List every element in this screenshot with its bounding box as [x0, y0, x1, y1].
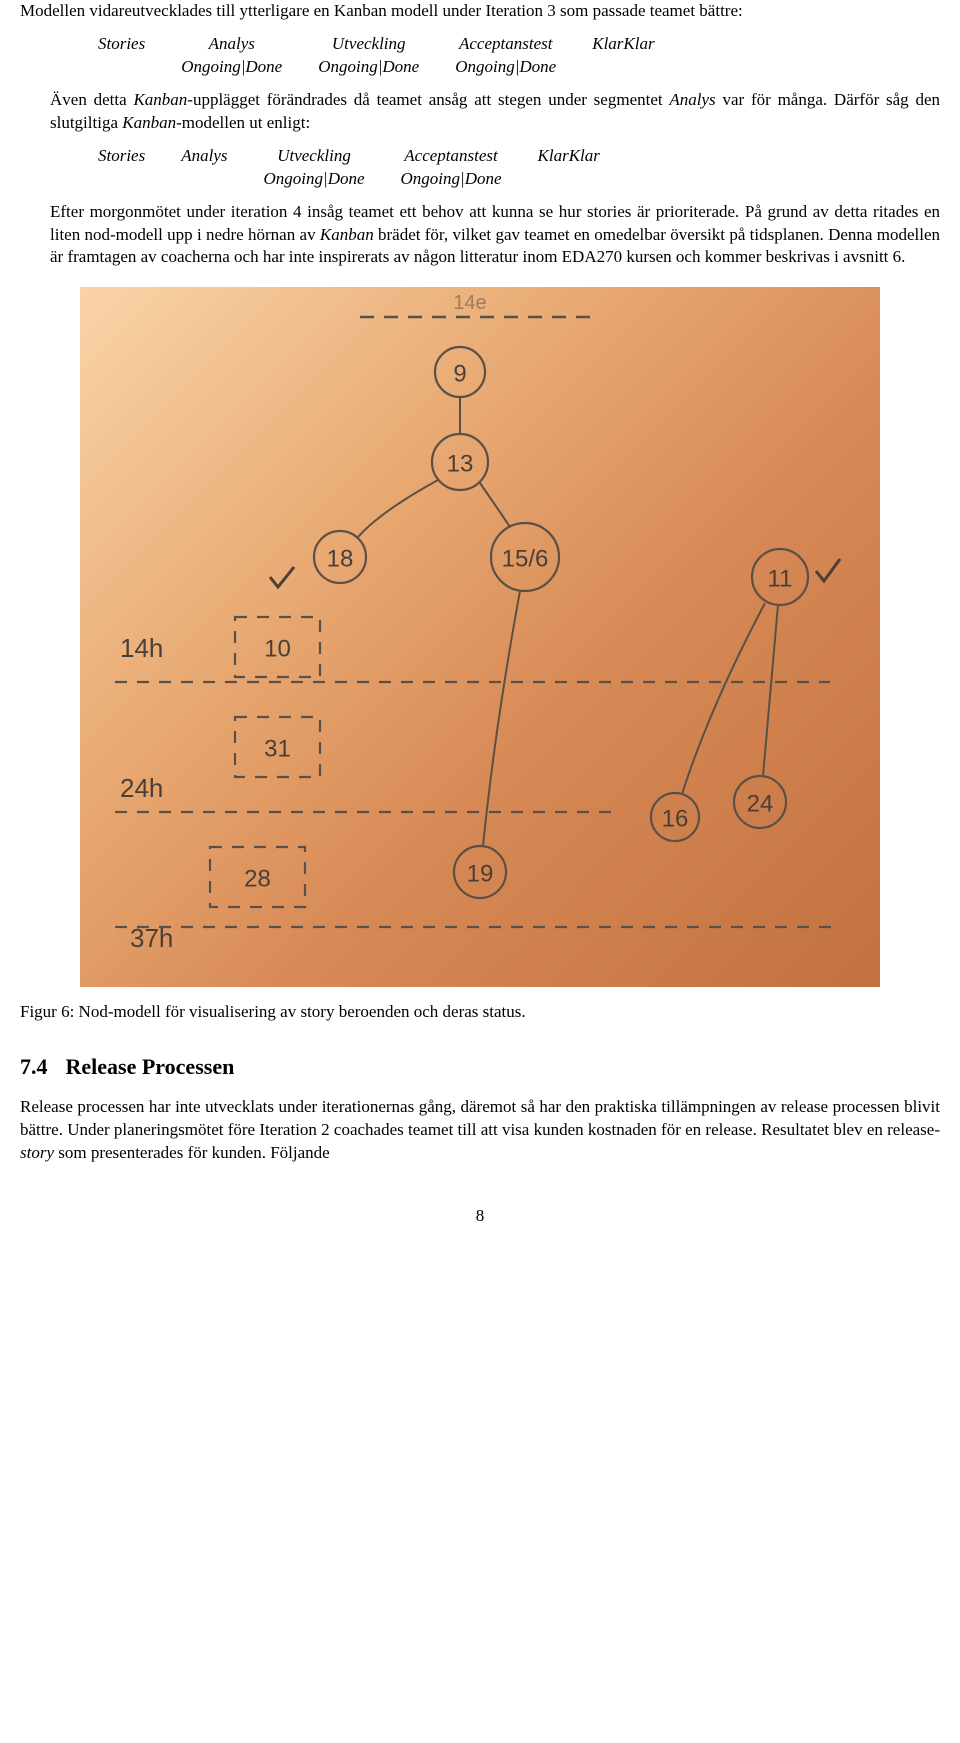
paragraph-after: Efter morgonmötet under iteration 4 inså…	[50, 201, 940, 270]
text: -modellen ut enligt:	[176, 113, 310, 132]
edges	[358, 397, 778, 846]
cell	[80, 56, 163, 79]
node-label: 19	[467, 861, 494, 888]
cell	[520, 168, 618, 191]
hour-label: 14h	[120, 633, 163, 663]
text: -upplägget förändrades då teamet ansåg a…	[187, 90, 669, 109]
hour-label: 24h	[120, 773, 163, 803]
figure-6: 14e 10 31 28 9 13 18 15/6 11 16 24 19 14h 24h 37h	[20, 287, 940, 987]
italic-term: story	[20, 1143, 54, 1162]
check-icon	[816, 559, 840, 581]
figure-caption: Figur 6: Nod-modell för visualisering av…	[20, 1001, 940, 1024]
cell: Ongoing|Done	[163, 56, 300, 79]
section-number: 7.4	[20, 1054, 48, 1079]
italic-term: Analys	[669, 90, 715, 109]
cell: KlarKlar	[574, 33, 672, 56]
edge	[483, 591, 520, 846]
whiteboard-photo: 14e 10 31 28 9 13 18 15/6 11 16 24 19 14h 24h 37h	[80, 287, 880, 987]
italic-term: Kanban	[133, 90, 187, 109]
edge	[358, 480, 438, 537]
node-label: 16	[662, 806, 689, 833]
cell: Ongoing|Done	[300, 56, 437, 79]
table-row: Ongoing|Done Ongoing|Done Ongoing|Done	[80, 56, 673, 79]
edge	[763, 605, 778, 776]
cell: Ongoing|Done	[437, 56, 574, 79]
dashed-boxes: 10 31 28	[210, 617, 320, 907]
section-title: Release Processen	[66, 1054, 235, 1079]
table-row: Stories Analys Utveckling Acceptanstest …	[80, 33, 673, 56]
paragraph-release: Release processen har inte utvecklats un…	[20, 1096, 940, 1165]
node-label: 18	[327, 546, 354, 573]
dashed-box-label: 28	[244, 866, 271, 893]
cell: Stories	[80, 145, 163, 168]
kanban-table-2: Stories Analys Utveckling Acceptanstest …	[80, 145, 940, 191]
top-scratch-text: 14e	[453, 292, 486, 314]
cell: Stories	[80, 33, 163, 56]
text: som presenterades för kunden. Följande	[54, 1143, 330, 1162]
whiteboard-svg: 14e 10 31 28 9 13 18 15/6 11 16 24 19 14h 24h 37h	[80, 287, 880, 987]
cell: KlarKlar	[520, 145, 618, 168]
hour-label: 37h	[130, 923, 173, 953]
cell	[574, 56, 672, 79]
italic-term: Kanban	[122, 113, 176, 132]
table-row: Ongoing|Done Ongoing|Done	[80, 168, 618, 191]
cell	[80, 168, 163, 191]
nodes: 9 13 18 15/6 11 16 24 19	[314, 347, 840, 898]
cell: Analys	[163, 33, 300, 56]
cell: Utveckling	[300, 33, 437, 56]
node-label: 11	[768, 566, 793, 593]
node-label: 9	[453, 361, 466, 388]
cell: Acceptanstest	[383, 145, 520, 168]
page-number: 8	[20, 1205, 940, 1228]
cell: Analys	[163, 145, 245, 168]
cell	[163, 168, 245, 191]
paragraph-intro: Modellen vidareutvecklades till ytterlig…	[20, 0, 940, 23]
cell: Utveckling	[246, 145, 383, 168]
edge	[682, 603, 765, 794]
cell: Ongoing|Done	[246, 168, 383, 191]
dashed-box-label: 31	[264, 736, 291, 763]
kanban-table-1: Stories Analys Utveckling Acceptanstest …	[80, 33, 940, 79]
text: Release processen har inte utvecklats un…	[20, 1097, 940, 1139]
paragraph-mid: Även detta Kanban-upplägget förändrades …	[50, 89, 940, 135]
edge	[480, 483, 510, 527]
italic-term: Kanban	[320, 225, 374, 244]
node-label: 24	[747, 791, 774, 818]
node-label: 13	[447, 451, 474, 478]
node-label: 15/6	[502, 546, 549, 573]
cell: Ongoing|Done	[383, 168, 520, 191]
cell: Acceptanstest	[437, 33, 574, 56]
check-icon	[270, 567, 294, 587]
section-heading-7-4: 7.4 Release Processen	[20, 1052, 940, 1082]
dashed-lanes	[115, 682, 840, 927]
text: Även detta	[50, 90, 133, 109]
dashed-box-label: 10	[264, 636, 291, 663]
table-row: Stories Analys Utveckling Acceptanstest …	[80, 145, 618, 168]
